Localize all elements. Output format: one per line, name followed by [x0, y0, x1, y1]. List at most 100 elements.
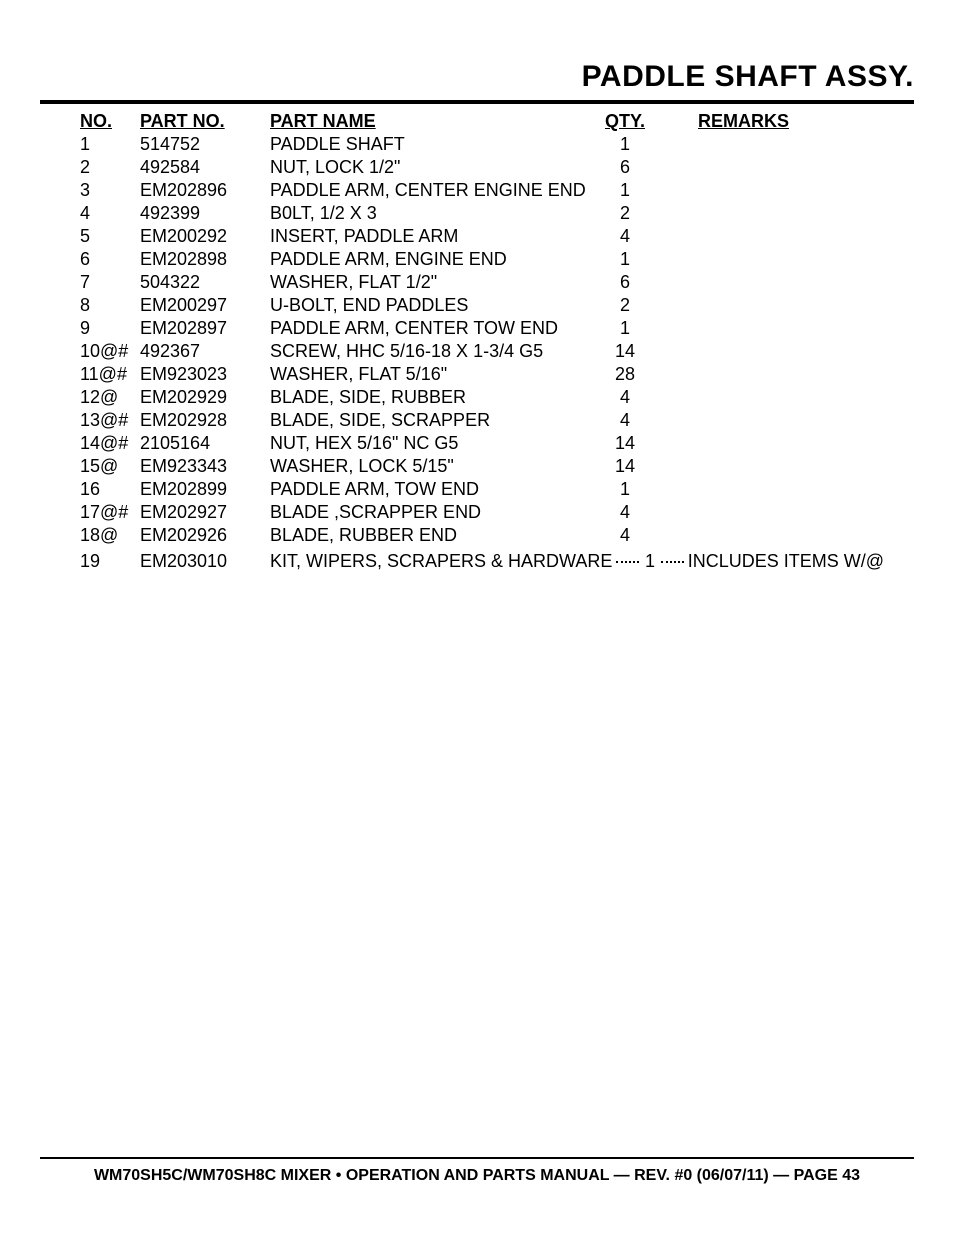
table-row: 10@#492367SCREW, HHC 5/16-18 X 1-3/4 G51… — [80, 340, 884, 363]
cell-part-name: WASHER, FLAT 1/2" — [270, 271, 600, 294]
footer: WM70SH5C/WM70SH8C MIXER • OPERATION AND … — [40, 1157, 914, 1185]
cell-qty: 4 — [600, 409, 650, 432]
page-title: PADDLE SHAFT ASSY. — [40, 60, 914, 94]
cell-qty: 14 — [600, 432, 650, 455]
cell-no: 13@# — [80, 409, 140, 432]
table-row: 9EM202897PADDLE ARM, CENTER TOW END1 — [80, 317, 884, 340]
cell-part-name: U-BOLT, END PADDLES — [270, 294, 600, 317]
cell-part-no: 504322 — [140, 271, 270, 294]
cell-part-name: SCREW, HHC 5/16-18 X 1-3/4 G5 — [270, 340, 600, 363]
table-row: 7504322WASHER, FLAT 1/2"6 — [80, 271, 884, 294]
cell-part-name: B0LT, 1/2 X 3 — [270, 202, 600, 225]
cell-part-no: EM202899 — [140, 478, 270, 501]
cell-no: 8 — [80, 294, 140, 317]
cell-no: 2 — [80, 156, 140, 179]
cell-part-no: EM202928 — [140, 409, 270, 432]
cell-no: 17@# — [80, 501, 140, 524]
table-row: 17@#EM202927BLADE ,SCRAPPER END4 — [80, 501, 884, 524]
table-row: 19 EM203010 KIT, WIPERS, SCRAPERS & HARD… — [80, 547, 884, 573]
cell-qty: 4 — [600, 501, 650, 524]
cell-qty: 1 — [643, 550, 657, 573]
cell-no: 19 — [80, 550, 140, 573]
cell-no: 14@# — [80, 432, 140, 455]
cell-part-no: EM923343 — [140, 455, 270, 478]
dot-leader — [616, 543, 639, 563]
cell-part-name: PADDLE ARM, ENGINE END — [270, 248, 600, 271]
cell-part-name: WASHER, FLAT 5/16" — [270, 363, 600, 386]
cell-no: 7 — [80, 271, 140, 294]
cell-part-no: EM203010 — [140, 550, 270, 573]
table-row: 4492399B0LT, 1/2 X 32 — [80, 202, 884, 225]
cell-part-no: EM202896 — [140, 179, 270, 202]
cell-part-name: INSERT, PADDLE ARM — [270, 225, 600, 248]
cell-remarks: INCLUDES ITEMS W/@ — [688, 550, 884, 573]
col-header-qty: QTY. — [600, 110, 650, 133]
cell-part-name: PADDLE SHAFT — [270, 133, 600, 156]
col-header-remarks: REMARKS — [650, 110, 884, 133]
cell-qty: 1 — [600, 317, 650, 340]
cell-part-name: BLADE, RUBBER END — [270, 524, 600, 547]
dot-leader — [661, 543, 684, 563]
cell-qty: 1 — [600, 478, 650, 501]
cell-part-name: NUT, HEX 5/16" NC G5 — [270, 432, 600, 455]
cell-qty: 6 — [600, 156, 650, 179]
cell-qty: 2 — [600, 202, 650, 225]
table-row: 2492584NUT, LOCK 1/2"6 — [80, 156, 884, 179]
cell-qty: 14 — [600, 455, 650, 478]
cell-part-no: EM202927 — [140, 501, 270, 524]
cell-part-name: BLADE, SIDE, RUBBER — [270, 386, 600, 409]
table-row: 3EM202896PADDLE ARM, CENTER ENGINE END1 — [80, 179, 884, 202]
top-rule — [40, 100, 914, 104]
table-row: 11@#EM923023WASHER, FLAT 5/16"28 — [80, 363, 884, 386]
cell-part-name: PADDLE ARM, CENTER TOW END — [270, 317, 600, 340]
cell-no: 11@# — [80, 363, 140, 386]
cell-qty: 6 — [600, 271, 650, 294]
table-row: 14@#2105164NUT, HEX 5/16" NC G514 — [80, 432, 884, 455]
cell-part-name: WASHER, LOCK 5/15" — [270, 455, 600, 478]
table-header-row: NO. PART NO. PART NAME QTY. REMARKS — [80, 110, 884, 133]
table-row: 8EM200297U-BOLT, END PADDLES2 — [80, 294, 884, 317]
cell-part-name: NUT, LOCK 1/2" — [270, 156, 600, 179]
table-row: 13@#EM202928BLADE, SIDE, SCRAPPER4 — [80, 409, 884, 432]
cell-no: 4 — [80, 202, 140, 225]
cell-part-no: 492399 — [140, 202, 270, 225]
cell-no: 5 — [80, 225, 140, 248]
cell-part-no: 2105164 — [140, 432, 270, 455]
table-row: 1514752PADDLE SHAFT1 — [80, 133, 884, 156]
cell-no: 18@ — [80, 524, 140, 547]
cell-part-no: EM202929 — [140, 386, 270, 409]
table-row: 16EM202899PADDLE ARM, TOW END1 — [80, 478, 884, 501]
cell-qty: 2 — [600, 294, 650, 317]
col-header-part-no: PART NO. — [140, 110, 270, 133]
cell-no: 3 — [80, 179, 140, 202]
cell-part-no: EM923023 — [140, 363, 270, 386]
cell-part-no: EM202898 — [140, 248, 270, 271]
table-row: 5EM200292INSERT, PADDLE ARM4 — [80, 225, 884, 248]
cell-qty: 1 — [600, 133, 650, 156]
cell-part-no: 492584 — [140, 156, 270, 179]
table-row: 6EM202898PADDLE ARM, ENGINE END1 — [80, 248, 884, 271]
cell-qty: 28 — [600, 363, 650, 386]
cell-no: 15@ — [80, 455, 140, 478]
cell-qty: 4 — [600, 225, 650, 248]
table-row: 12@EM202929BLADE, SIDE, RUBBER4 — [80, 386, 884, 409]
cell-no: 9 — [80, 317, 140, 340]
cell-qty: 4 — [600, 386, 650, 409]
cell-part-name: PADDLE ARM, CENTER ENGINE END — [270, 179, 600, 202]
col-header-partname: PART NAME — [270, 110, 600, 133]
cell-part-no: 514752 — [140, 133, 270, 156]
table-row: 18@EM202926BLADE, RUBBER END4 — [80, 524, 884, 547]
cell-part-name: BLADE ,SCRAPPER END — [270, 501, 600, 524]
page: PADDLE SHAFT ASSY. NO. PART NO. PART NAM… — [0, 0, 954, 1235]
cell-part-no: EM202897 — [140, 317, 270, 340]
cell-part-no: EM200297 — [140, 294, 270, 317]
cell-qty: 14 — [600, 340, 650, 363]
cell-no: 1 — [80, 133, 140, 156]
footer-text: WM70SH5C/WM70SH8C MIXER • OPERATION AND … — [40, 1167, 914, 1185]
cell-no: 12@ — [80, 386, 140, 409]
cell-part-name: KIT, WIPERS, SCRAPERS & HARDWARE — [270, 550, 612, 573]
col-header-no: NO. — [80, 110, 140, 133]
cell-qty: 1 — [600, 248, 650, 271]
table-row: 15@EM923343WASHER, LOCK 5/15"14 — [80, 455, 884, 478]
cell-part-no: EM202926 — [140, 524, 270, 547]
